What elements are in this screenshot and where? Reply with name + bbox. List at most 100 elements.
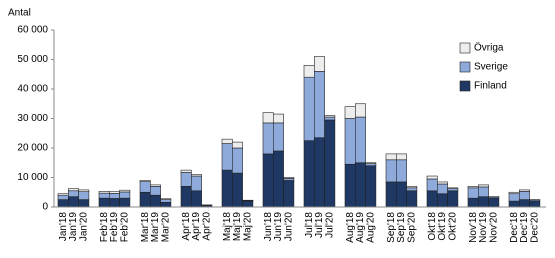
x-tick-label: Maj'20 xyxy=(242,212,253,242)
bar-segment xyxy=(395,153,407,161)
bar-segment xyxy=(426,178,438,192)
y-tick-label: 10 000 xyxy=(17,172,48,183)
x-tick-label: Jul'20 xyxy=(324,212,335,238)
x-tick-label: Aug'19 xyxy=(355,212,366,243)
bar-segment xyxy=(221,169,233,208)
bar-segment xyxy=(354,162,366,208)
bar-segment xyxy=(68,188,79,192)
bar-segment xyxy=(508,200,520,208)
bar-segment xyxy=(518,189,530,192)
x-tick-label: Jun'19 xyxy=(273,212,284,242)
legend-swatch xyxy=(459,42,471,54)
bar-segment xyxy=(477,186,489,197)
y-tick-label: 30 000 xyxy=(17,113,48,124)
bar-segment xyxy=(139,181,151,193)
x-tick-label: Sep'19 xyxy=(396,212,407,243)
bar-segment xyxy=(242,200,254,208)
x-tick-label: Apr'18 xyxy=(181,212,192,241)
bar-segment xyxy=(98,197,110,208)
bar-segment xyxy=(508,191,520,195)
x-tick-label: Mar'18 xyxy=(140,212,151,243)
bar-segment xyxy=(139,180,151,182)
bar-segment xyxy=(283,177,295,179)
bar-segment xyxy=(477,196,489,208)
bar-segment xyxy=(109,198,120,208)
bar-segment xyxy=(232,147,243,174)
bar-segment xyxy=(354,103,366,118)
bar-segment xyxy=(119,197,131,208)
x-tick-label: Jul'19 xyxy=(314,212,325,238)
bar-segment xyxy=(529,200,541,208)
x-tick-label: Jul'18 xyxy=(304,212,315,238)
x-tick-label: Feb'18 xyxy=(99,212,110,243)
bar-segment xyxy=(426,175,438,180)
bar-segment xyxy=(313,56,325,72)
y-tick-label: 40 000 xyxy=(17,84,48,95)
y-tick-label: 0 xyxy=(42,202,48,213)
bar-segment xyxy=(150,194,161,208)
bar-segment xyxy=(385,159,397,183)
bar-segment xyxy=(272,113,284,124)
bar-segment xyxy=(150,186,161,196)
bar-segment xyxy=(447,187,459,190)
x-tick-label: Mar'20 xyxy=(160,212,171,243)
bar-segment xyxy=(283,178,295,181)
bar-segment xyxy=(324,116,336,121)
bar-segment xyxy=(180,169,192,173)
bar-segment xyxy=(180,186,192,208)
x-tick-label: Nov'19 xyxy=(478,212,489,243)
x-tick-label: Sep'20 xyxy=(406,212,417,243)
x-tick-label: Dec'20 xyxy=(529,212,540,243)
bar-segment xyxy=(313,71,325,138)
x-tick-label: Dec'18 xyxy=(509,212,520,243)
bar-segment xyxy=(180,172,192,187)
bar-segment xyxy=(447,188,459,192)
bar-segment xyxy=(283,180,295,208)
bar-segment xyxy=(262,122,274,155)
x-tick-label: Jan'18 xyxy=(58,212,69,242)
bar-segment xyxy=(98,192,110,199)
x-tick-label: Apr'19 xyxy=(191,212,202,241)
x-tick-label: Feb'19 xyxy=(109,212,120,243)
bar-segment xyxy=(477,184,489,188)
bar-segment xyxy=(436,193,448,208)
bar-segment xyxy=(324,119,336,208)
bar-segment xyxy=(98,191,110,194)
bar-segment xyxy=(272,150,284,208)
y-tick-label: 20 000 xyxy=(17,143,48,154)
bar-segment xyxy=(78,199,90,208)
x-tick-label: Okt'19 xyxy=(437,212,448,241)
bar-segment xyxy=(467,186,479,189)
bar-segment xyxy=(57,194,69,200)
x-tick-label: Dec'19 xyxy=(519,212,530,243)
x-tick-label: Apr'20 xyxy=(201,212,212,241)
legend-swatch xyxy=(459,61,471,73)
x-tick-label: Jun'20 xyxy=(283,212,294,242)
bar-segment xyxy=(365,162,377,164)
x-tick-label: Jan'20 xyxy=(78,212,89,242)
bar-segment xyxy=(354,116,366,164)
bar-segment xyxy=(324,115,336,118)
bar-segment xyxy=(365,165,377,208)
x-tick-label: Aug'18 xyxy=(345,212,356,243)
bar-segment xyxy=(385,153,397,161)
bar-segment xyxy=(344,106,356,119)
bar-segment xyxy=(160,199,172,203)
x-tick-label: Maj'19 xyxy=(232,212,243,242)
bar-segment xyxy=(406,186,418,189)
bar-segment xyxy=(395,159,407,183)
bar-segment xyxy=(191,190,202,208)
bar-segment xyxy=(139,191,151,208)
bar-segment xyxy=(232,172,243,208)
bar-segment xyxy=(232,141,243,149)
bar-segment xyxy=(467,187,479,199)
bar-segment xyxy=(447,190,459,208)
bar-segment xyxy=(150,184,161,187)
x-tick-label: Nov'20 xyxy=(488,212,499,243)
bar-segment xyxy=(508,193,520,202)
bar-segment xyxy=(78,189,90,192)
bar-segment xyxy=(426,190,438,208)
bar-segment xyxy=(313,137,325,208)
bar-segment xyxy=(160,201,172,208)
